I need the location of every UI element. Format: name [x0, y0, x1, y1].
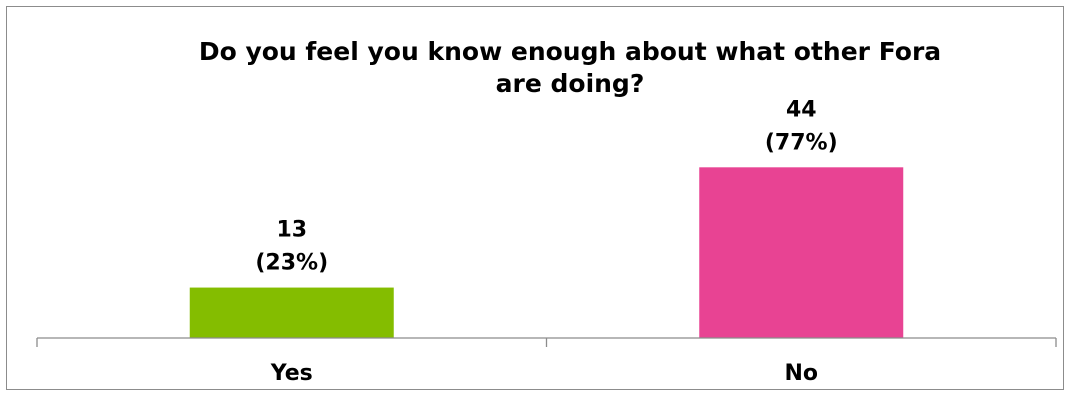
bar-yes — [189, 287, 394, 338]
x-tick-label-no: No — [784, 361, 818, 386]
data-label-count-no: 44 — [786, 97, 817, 122]
data-label-percent-no: (77%) — [765, 130, 838, 155]
data-label-percent-yes: (23%) — [255, 251, 328, 276]
chart-title-line-1: Do you feel you know enough about what o… — [198, 37, 942, 66]
data-label-count-yes: 13 — [276, 218, 307, 243]
chart-title: Do you feel you know enough about what o… — [0, 36, 1070, 100]
x-tick-label-yes: Yes — [270, 361, 313, 386]
bar-no — [699, 167, 904, 338]
chart-title-line-2: are doing? — [495, 69, 645, 98]
